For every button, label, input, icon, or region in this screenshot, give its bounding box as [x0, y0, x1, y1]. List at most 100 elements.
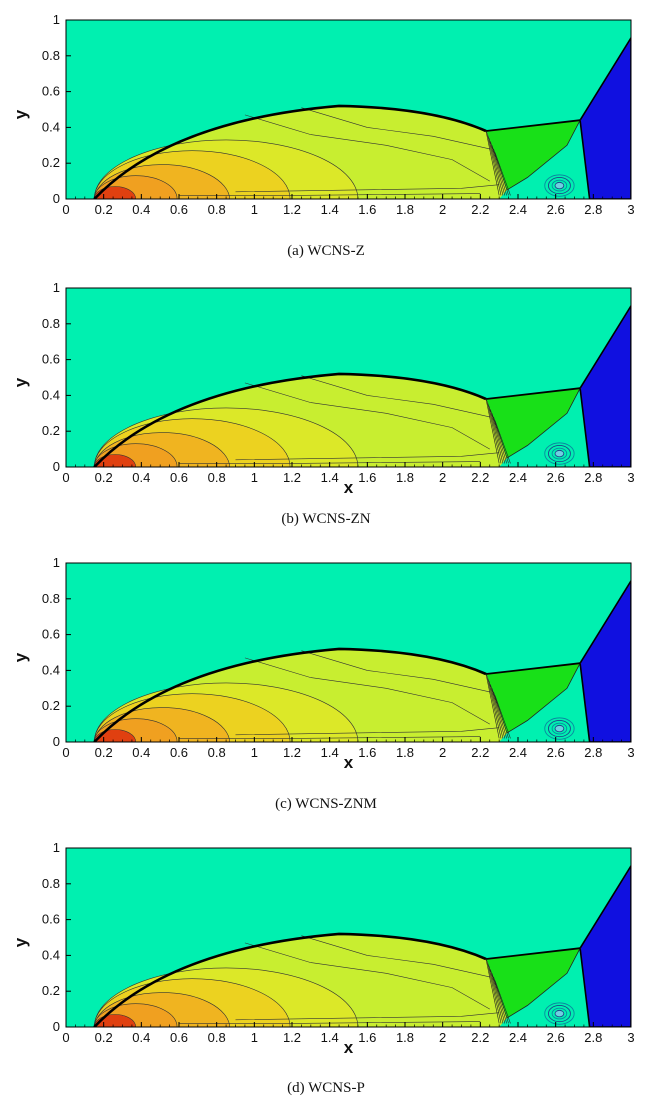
y-tick-label: 1: [53, 555, 60, 570]
y-tick-label: 1: [53, 280, 60, 295]
x-tick-label: 1.6: [358, 745, 376, 760]
vortex-contour: [547, 720, 571, 738]
y-tick-label: 0.8: [42, 48, 60, 63]
x-tick-label: 0.8: [208, 1030, 226, 1045]
y-tick-label: 0: [53, 1019, 60, 1034]
x-tick-label: 2.2: [471, 470, 489, 485]
contour-line: [235, 1012, 500, 1021]
y-tick-label: 0.8: [42, 316, 60, 331]
vortex-contour: [544, 1002, 575, 1025]
contour-line: [491, 688, 507, 739]
contour-panel-d: 0 0.2 0.4 0.6 0.8 1 1.2 1.4 1.6 1.8 2 2.2 2.4 2.6 2.8 3…: [0, 828, 652, 1103]
contour-line: [491, 973, 507, 1024]
y-axis-label: y: [11, 377, 30, 387]
contour-line: [485, 673, 500, 739]
x-tick-label: 0.8: [208, 745, 226, 760]
driver-gas-region: [579, 36, 631, 199]
contour-line: [494, 980, 511, 1024]
caption-d: (d) WCNS-P: [287, 1080, 365, 1096]
contour-line: [235, 184, 500, 193]
y-tick-label: 0.2: [42, 155, 60, 170]
x-tick-label: 1.6: [358, 202, 376, 217]
y-tick-label: 0: [53, 734, 60, 749]
x-axis-label: x: [344, 478, 354, 497]
contour-line: [235, 452, 500, 461]
x-tick-label: 2: [439, 745, 446, 760]
x-tick-label: 2.6: [547, 745, 565, 760]
y-axis-label: y: [11, 937, 30, 947]
vortex-contour: [554, 181, 565, 190]
vortex-contour: [544, 717, 575, 740]
y-tick-label: 0: [53, 191, 60, 206]
vortex-contour: [544, 174, 575, 197]
vortex-contour: [547, 445, 571, 463]
y-tick-label: 0.8: [42, 591, 60, 606]
contour-line: [301, 375, 490, 418]
bow-shock-line: [93, 104, 487, 199]
y-tick-label: 0.2: [42, 423, 60, 438]
x-tick-label: 0.4: [132, 470, 150, 485]
y-axis-label: y: [11, 652, 30, 662]
contour-line: [244, 114, 490, 182]
caption-b: (b) WCNS-ZN: [281, 511, 371, 527]
reflected-shock-line: [485, 947, 581, 960]
driver-gas-region: [579, 304, 631, 467]
x-tick-label: 3: [627, 202, 634, 217]
x-tick-label: 2.4: [509, 1030, 527, 1045]
contour-field: [66, 20, 631, 199]
caption-c: (c) WCNS-ZNM: [275, 796, 377, 812]
x-tick-label: 0: [62, 1030, 69, 1045]
x-tick-label: 1.2: [283, 470, 301, 485]
x-tick-label: 0.2: [95, 1030, 113, 1045]
x-tick-label: 0: [62, 470, 69, 485]
x-tick-label: 2.6: [547, 1030, 565, 1045]
x-tick-label: 0: [62, 202, 69, 217]
x-tick-label: 2.8: [584, 470, 602, 485]
vortex-contour: [547, 177, 571, 195]
x-tick-label: 1.8: [396, 745, 414, 760]
bow-shock-line: [93, 372, 487, 467]
contour-plot: 0 0.2 0.4 0.6 0.8 1 1.2 1.4 1.6 1.8 2 2.2 2.4 2.6 2.8 3…: [11, 280, 635, 497]
x-tick-label: 3: [627, 1030, 634, 1045]
driver-gas-region: [579, 579, 631, 742]
contour-line: [494, 695, 511, 739]
x-tick-label: 1.8: [396, 470, 414, 485]
x-tick-label: 3: [627, 470, 634, 485]
contour-line: [244, 942, 490, 1010]
x-tick-label: 1.8: [396, 1030, 414, 1045]
contour-line: [490, 684, 506, 739]
y-tick-label: 0.2: [42, 983, 60, 998]
reflected-shock-line: [485, 387, 581, 400]
x-axis-label: x: [344, 1038, 354, 1057]
contour-line: [244, 657, 490, 725]
x-tick-label: 2.2: [471, 202, 489, 217]
vortex-contour: [554, 1009, 565, 1018]
x-tick-label: 0.8: [208, 470, 226, 485]
x-tick-label: 1.8: [396, 202, 414, 217]
x-axis-label: x: [344, 753, 354, 772]
contour-line: [301, 935, 490, 978]
x-tick-label: 2.8: [584, 745, 602, 760]
contour-line: [487, 962, 502, 1024]
driver-gas-region: [579, 864, 631, 1027]
y-tick-label: 0.4: [42, 119, 60, 134]
y-tick-label: 0.4: [42, 662, 60, 677]
x-tick-label: 2.4: [509, 470, 527, 485]
x-tick-label: 2.8: [584, 1030, 602, 1045]
y-tick-label: 0.6: [42, 84, 60, 99]
contour-line: [235, 727, 500, 736]
x-tick-label: 1: [251, 745, 258, 760]
x-tick-label: 2: [439, 1030, 446, 1045]
bow-shock-line: [93, 647, 487, 742]
x-tick-label: 1: [251, 202, 258, 217]
y-tick-label: 0.6: [42, 627, 60, 642]
x-tick-label: 2.6: [547, 470, 565, 485]
x-tick-label: 0.4: [132, 745, 150, 760]
x-tick-label: 1.2: [283, 745, 301, 760]
x-tick-label: 1.2: [283, 202, 301, 217]
bow-shock-line: [93, 932, 487, 1027]
contour-line: [244, 382, 490, 450]
contour-line: [493, 976, 509, 1024]
contour-plot: 0 0.2 0.4 0.6 0.8 1 1.2 1.4 1.6 1.8 2 2.2 2.4 2.6 2.8 3…: [11, 555, 635, 772]
contour-line: [493, 148, 509, 196]
